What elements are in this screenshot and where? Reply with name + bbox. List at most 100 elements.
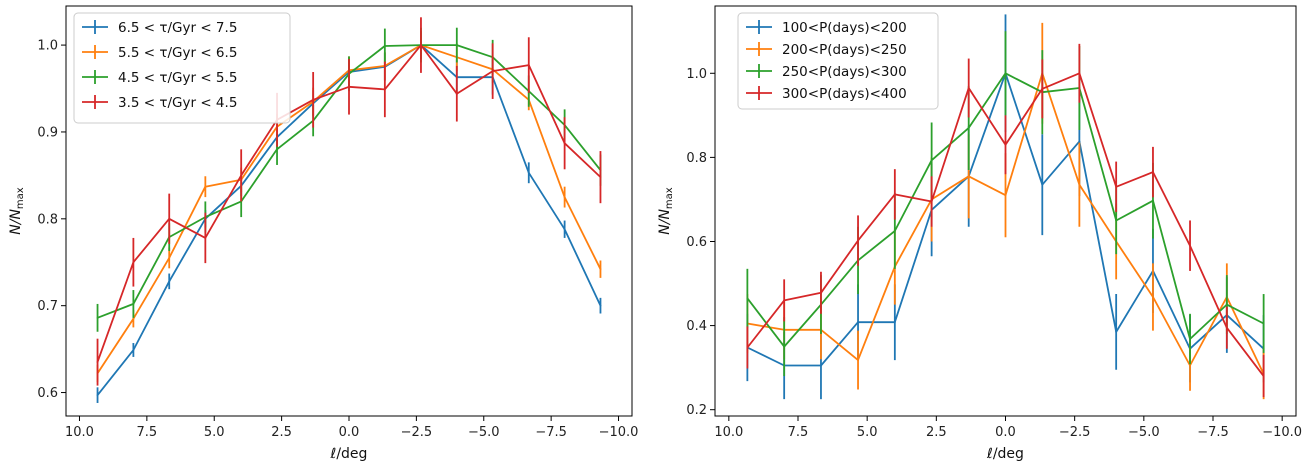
- data-point: [599, 304, 602, 307]
- data-point: [857, 239, 859, 242]
- x-tick-label: 2.5: [926, 425, 947, 440]
- data-point: [1189, 364, 1191, 367]
- series-4: [96, 17, 602, 386]
- data-point: [1115, 185, 1118, 188]
- legend-label: 300<P(days)<400: [782, 86, 907, 102]
- data-point: [1004, 194, 1007, 197]
- data-point: [132, 261, 135, 264]
- y-tick-label: 0.4: [686, 319, 707, 334]
- data-point: [1152, 171, 1154, 174]
- x-tick-label: −10.0: [1262, 425, 1302, 440]
- plot-frame: [65, 5, 633, 417]
- data-point: [599, 268, 602, 271]
- legend: 6.5 < τ/Gyr < 7.5 5.5 < τ/Gyr < 6.5 4.5 < …: [73, 12, 291, 124]
- legend-label: 5.5 < τ/Gyr < 6.5: [118, 45, 237, 61]
- data-point: [746, 297, 749, 300]
- data-point: [930, 200, 933, 203]
- data-point: [96, 316, 99, 319]
- data-point: [455, 92, 458, 95]
- x-tick-label: 5.0: [204, 425, 225, 440]
- data-point: [168, 280, 171, 283]
- legend-label: 200<P(days)<250: [782, 42, 907, 58]
- legend-item: 3.5 < τ/Gyr < 4.5: [82, 95, 237, 111]
- x-tick-label: −5.0: [468, 425, 500, 440]
- y-tick-label: 1.0: [37, 39, 58, 54]
- x-tick-label: 10.0: [65, 425, 94, 440]
- x-tick-label: −7.5: [535, 425, 567, 440]
- data-point: [1004, 72, 1007, 75]
- data-point: [132, 303, 135, 305]
- data-point: [491, 70, 494, 73]
- data-point: [820, 291, 822, 294]
- legend-box: [73, 12, 291, 124]
- data-point: [204, 237, 207, 239]
- y-tick-label: 0.6: [37, 386, 58, 401]
- legend-item: 4.5 < τ/Gyr < 5.5: [82, 70, 237, 86]
- x-axis-label: ℓ/deg: [986, 446, 1024, 462]
- x-tick-label: −7.5: [1197, 425, 1229, 440]
- y-tick-label: 0.6: [686, 235, 707, 250]
- data-point: [1078, 183, 1081, 186]
- y-tick-label: 0.7: [37, 299, 58, 314]
- x-tick-label: 2.5: [271, 425, 292, 440]
- data-point: [168, 257, 171, 259]
- legend-item: 5.5 < τ/Gyr < 6.5: [82, 45, 237, 61]
- chart-panel-1: 10.0 7.5 5.0 2.5 0.0 −2.5 −5.0 −7.5 −10.0 0.6 0.7 0…: [8, 5, 639, 462]
- y-tick-label: 0.9: [37, 125, 58, 140]
- x-tick-label: −2.5: [401, 425, 433, 440]
- data-point: [1262, 322, 1265, 325]
- data-point: [1189, 338, 1191, 340]
- x-tick-label: 5.0: [857, 425, 878, 440]
- y-tick-label: 0.2: [686, 403, 707, 418]
- legend-label: 3.5 < τ/Gyr < 4.5: [118, 95, 237, 111]
- data-point: [168, 217, 171, 220]
- legend-item: 200<P(days)<250: [746, 42, 907, 58]
- data-point: [857, 359, 859, 361]
- data-point: [967, 127, 970, 129]
- chart-panel-2: 10.0 7.5 5.0 2.5 0.0 −2.5 −5.0 −7.5 −10.0 0.2 0.4 0…: [657, 5, 1302, 462]
- data-point: [930, 159, 933, 162]
- legend-item: 100<P(days)<200: [746, 20, 907, 36]
- x-tick-label: 10.0: [714, 425, 743, 440]
- data-point: [1189, 244, 1191, 247]
- x-tick-label: −5.0: [1128, 425, 1160, 440]
- data-point: [783, 299, 786, 302]
- data-point: [276, 148, 278, 151]
- data-point: [312, 98, 315, 101]
- data-point: [1004, 143, 1007, 146]
- legend-item: 6.5 < τ/Gyr < 7.5: [82, 20, 237, 36]
- data-point: [1152, 199, 1154, 202]
- data-point: [240, 174, 243, 177]
- x-tick-label: 7.5: [137, 425, 158, 440]
- data-point: [96, 394, 99, 397]
- y-axis-label-main: N/N: [8, 209, 24, 235]
- data-point: [132, 317, 135, 320]
- x-tick-label: −2.5: [1059, 425, 1091, 440]
- x-tick-label: 0.0: [339, 425, 360, 440]
- data-point: [1225, 326, 1228, 329]
- legend-label: 6.5 < τ/Gyr < 7.5: [118, 20, 237, 36]
- data-point: [1041, 87, 1044, 90]
- data-point: [527, 64, 530, 66]
- data-point: [348, 85, 350, 88]
- legend-box: [737, 12, 939, 110]
- data-point: [96, 361, 99, 364]
- legend-label: 250<P(days)<300: [782, 64, 907, 80]
- data-point: [563, 142, 566, 145]
- data-point: [599, 176, 602, 179]
- x-axis-label: ℓ/deg: [330, 446, 368, 462]
- x-tick-label: −10.0: [599, 425, 639, 440]
- legend-label: 4.5 < τ/Gyr < 5.5: [118, 70, 237, 86]
- y-tick-label: 0.8: [686, 151, 707, 166]
- data-point: [967, 87, 970, 89]
- plot-frame: [714, 5, 1297, 417]
- data-point: [893, 321, 896, 324]
- legend: 100<P(days)<200 200<P(days)<250 250<P(days…: [737, 12, 939, 110]
- y-axis-label-subscript: max: [15, 187, 26, 209]
- data-point: [563, 196, 566, 199]
- data-point: [1225, 303, 1228, 306]
- data-point: [1041, 183, 1044, 186]
- data-point: [1152, 296, 1154, 298]
- data-point: [1115, 219, 1118, 222]
